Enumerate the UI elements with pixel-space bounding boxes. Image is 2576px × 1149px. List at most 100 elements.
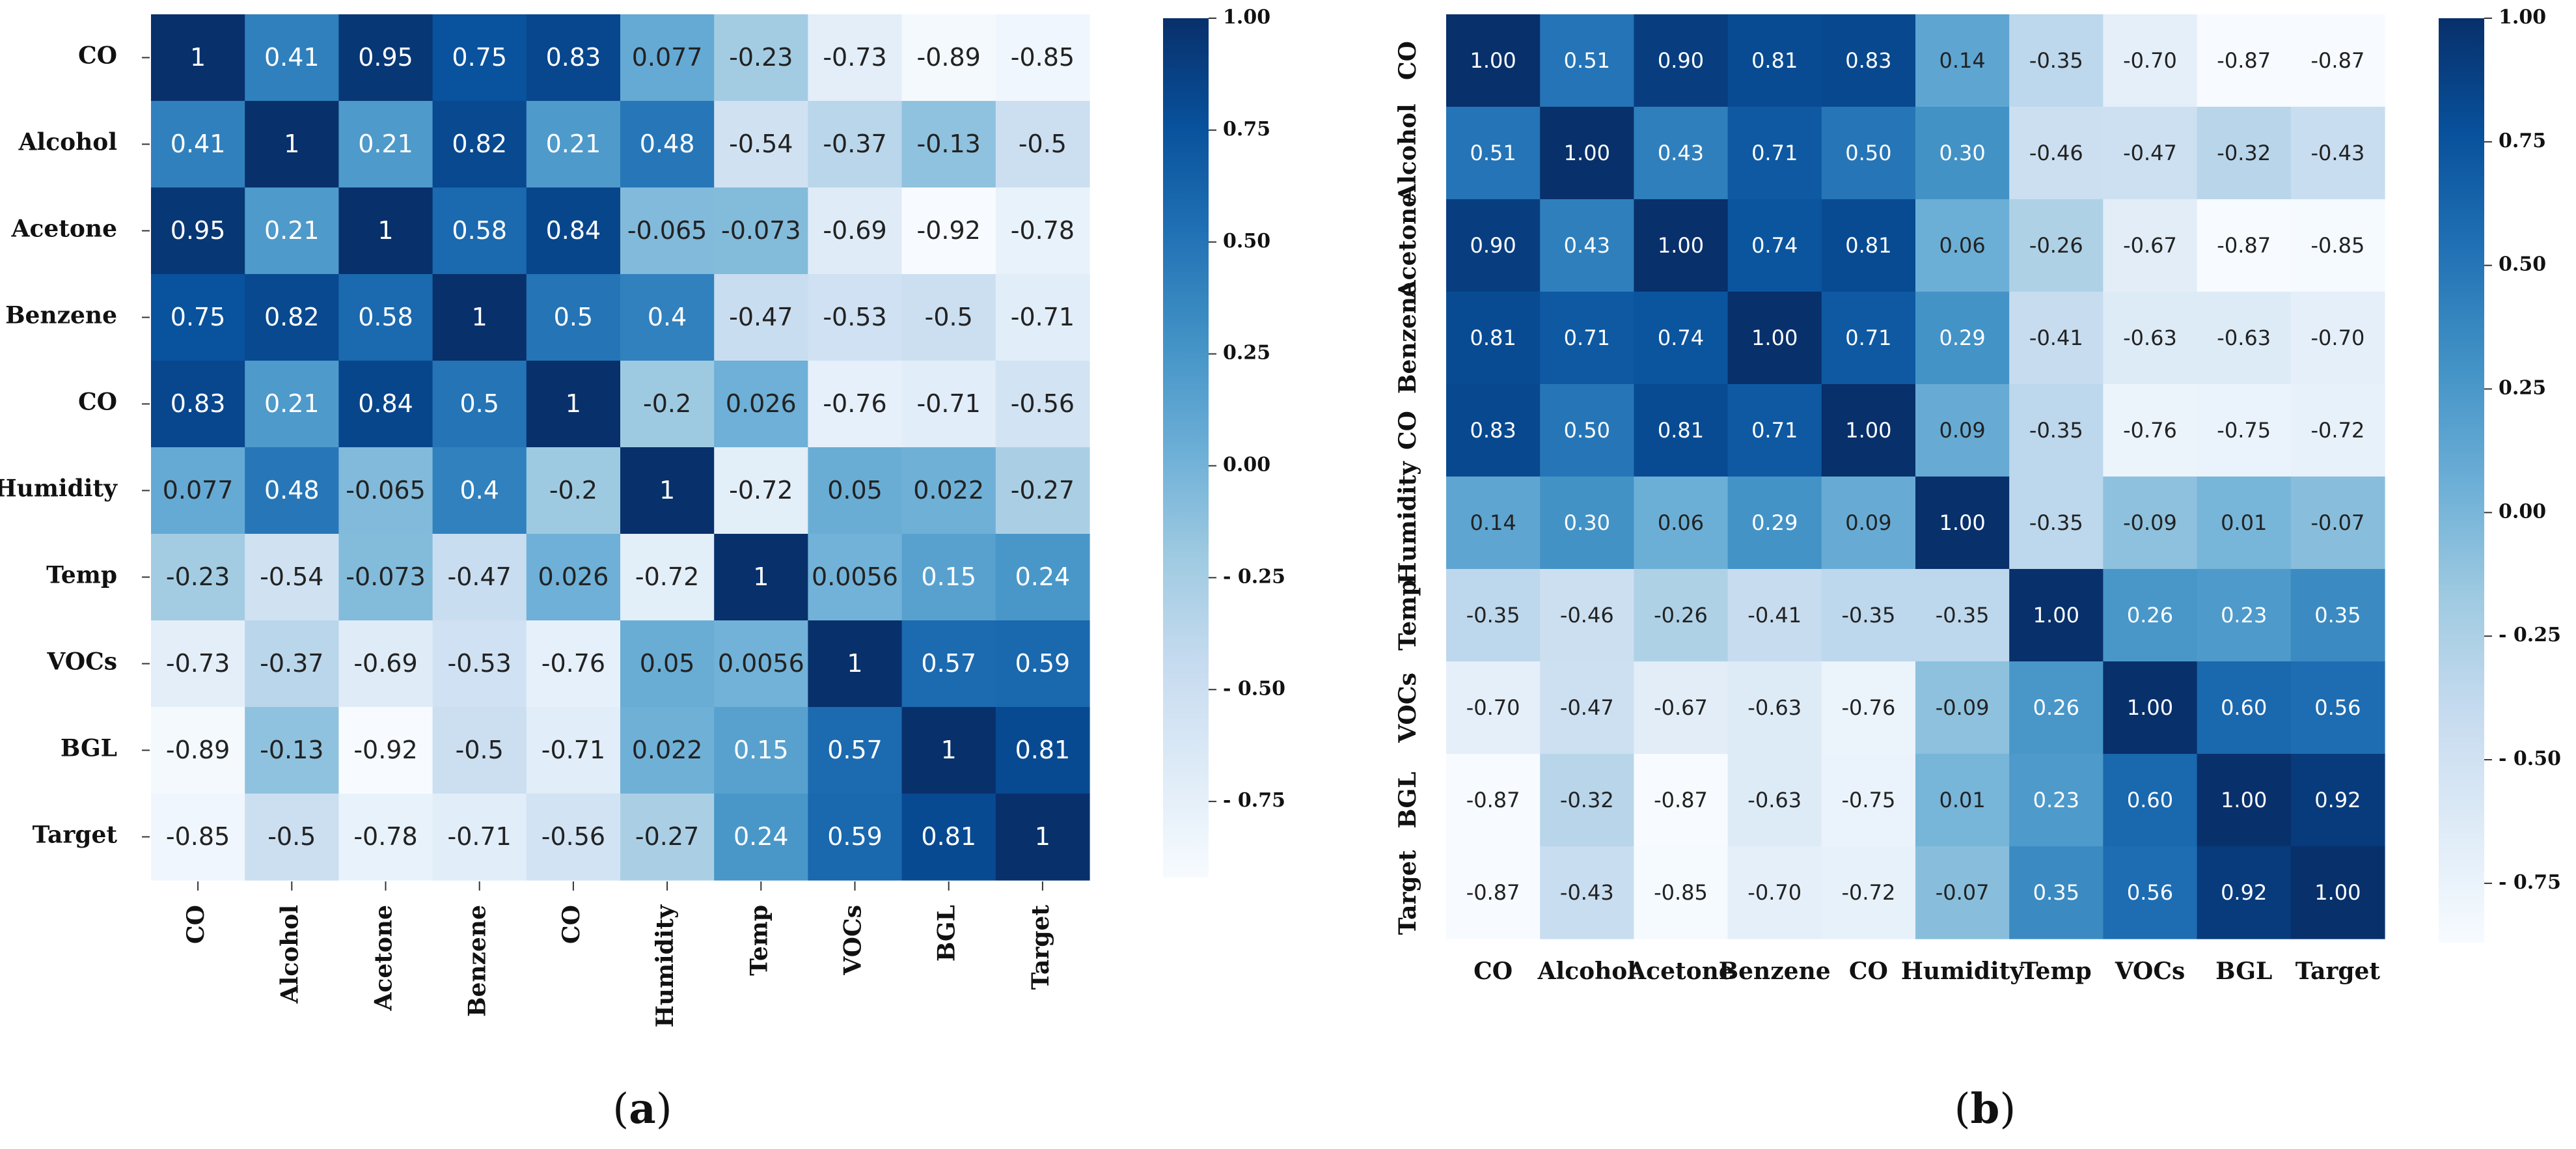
heatmap-cell — [1634, 661, 1729, 754]
heatmap-cell — [2290, 477, 2385, 570]
colorbar-tick-label: 0.75 — [2499, 130, 2546, 152]
heatmap-cell — [1634, 569, 1729, 662]
cell-value-label: 0.15 — [921, 562, 976, 591]
colorbar-tick-label: - 0.50 — [2499, 747, 2561, 770]
heatmap-cell — [338, 620, 433, 708]
cell-value-label: -0.53 — [823, 303, 886, 331]
cell-value-label: -0.35 — [1936, 603, 1990, 628]
heatmap-cell — [1821, 292, 1916, 385]
cell-value-label: 0.56 — [2314, 695, 2361, 720]
heatmap-cell — [338, 361, 433, 448]
heatmap-cell — [2009, 292, 2103, 385]
heatmap-cell — [620, 101, 715, 188]
heatmap-cell — [1727, 199, 1822, 292]
heatmap-cell — [2103, 569, 2198, 662]
cell-value-label: -0.5 — [1019, 130, 1067, 158]
heatmap-cell — [901, 187, 996, 275]
heatmap-cell — [620, 447, 715, 534]
panel-label-open-paren: ( — [612, 1085, 629, 1133]
cell-value-label: 0.59 — [1015, 649, 1071, 678]
cell-value-label: 0.022 — [632, 736, 703, 764]
cell-value-label: -0.27 — [1011, 476, 1075, 505]
cell-value-label: 0.26 — [2127, 603, 2173, 628]
heatmap-cell — [1915, 569, 2010, 662]
cell-value-label: 1 — [753, 562, 769, 591]
row-label: CO — [78, 389, 117, 416]
cell-value-label: -0.09 — [2123, 510, 2177, 535]
cell-value-label: -0.35 — [2029, 48, 2083, 73]
heatmap-cell — [1727, 754, 1822, 847]
heatmap-cell — [1634, 477, 1729, 570]
cell-value-label: -0.71 — [917, 389, 981, 418]
cell-value-label: 0.56 — [2127, 880, 2173, 905]
cell-value-label: -0.78 — [353, 822, 417, 851]
cell-value-label: -0.54 — [729, 130, 793, 158]
cell-value-label: -0.87 — [2311, 48, 2365, 73]
heatmap-cell — [714, 274, 808, 361]
cell-value-label: -0.41 — [1747, 603, 1802, 628]
cell-value-label: 0.57 — [827, 736, 883, 764]
cell-value-label: 0.026 — [538, 562, 609, 591]
cell-value-label: 0.50 — [1564, 418, 1610, 443]
heatmap-cell — [808, 447, 903, 534]
heatmap-cell — [1915, 846, 2010, 939]
heatmap-cell — [526, 534, 621, 621]
cell-value-label: 0.26 — [2033, 695, 2079, 720]
cell-value-label: -0.70 — [2311, 325, 2365, 350]
column-label: Benzene — [1719, 958, 1831, 985]
cell-value-label: -0.35 — [2029, 418, 2083, 443]
cell-value-label: 1 — [847, 649, 862, 678]
heatmap-cell — [1634, 754, 1729, 847]
cell-value-label: 0.81 — [1751, 48, 1798, 73]
cell-value-label: -0.87 — [2217, 233, 2271, 258]
cell-value-label: 0.81 — [921, 822, 976, 851]
heatmap-cell — [808, 14, 903, 102]
heatmap-cell — [2290, 384, 2385, 477]
row-label: BGL — [1394, 771, 1421, 828]
cell-value-label: 0.30 — [1564, 510, 1610, 535]
cell-value-label: -0.69 — [353, 649, 417, 678]
panel-label-letter: b — [1971, 1085, 2000, 1133]
heatmap-cell — [151, 187, 245, 275]
heatmap-cell — [1727, 477, 1822, 570]
heatmap-cell — [245, 361, 339, 448]
heatmap-cell — [901, 707, 996, 794]
heatmap-cell — [432, 187, 527, 275]
cell-value-label: 1.00 — [1658, 233, 1704, 258]
heatmap-cell — [245, 14, 339, 102]
heatmap-cell — [1634, 846, 1729, 939]
cell-value-label: 0.35 — [2033, 880, 2079, 905]
cell-value-label: -0.92 — [353, 736, 417, 764]
cell-value-label: -0.43 — [1560, 880, 1614, 905]
cell-value-label: -0.5 — [267, 822, 316, 851]
heatmap-cell — [620, 361, 715, 448]
cell-value-label: -0.54 — [260, 562, 323, 591]
cell-value-label: -0.56 — [1011, 389, 1075, 418]
cell-value-label: -0.32 — [2217, 141, 2271, 165]
colorbar-tick-label: 0.50 — [2499, 253, 2546, 276]
heatmap-cell — [1821, 846, 1916, 939]
cell-value-label: 1.00 — [1751, 325, 1798, 350]
heatmap-cell — [1540, 846, 1634, 939]
cell-value-label: -0.35 — [1842, 603, 1896, 628]
cell-value-label: -0.2 — [643, 389, 691, 418]
cell-value-label: -0.23 — [166, 562, 230, 591]
row-label: Alcohol — [1394, 104, 1421, 202]
row-label: Humidity — [0, 475, 118, 503]
heatmap-cell — [2103, 754, 2198, 847]
cell-value-label: -0.78 — [1011, 216, 1075, 245]
cell-value-label: -0.73 — [166, 649, 230, 678]
heatmap-cell — [432, 447, 527, 534]
heatmap-cell — [2197, 661, 2292, 754]
cell-value-label: 0.71 — [1751, 418, 1798, 443]
row-label: Temp — [1394, 580, 1421, 651]
heatmap-panel-b: 1.00 0.51 0.90 0.81 0.83 0.14 -0.35 -0.70 -0.87 -… — [1394, 6, 2561, 1133]
cell-value-label: 0.0056 — [718, 649, 804, 678]
heatmap-cell — [1915, 384, 2010, 477]
cell-value-label: -0.35 — [1466, 603, 1520, 628]
cell-value-label: 0.48 — [264, 476, 320, 505]
heatmap-cell — [2197, 107, 2292, 200]
cell-value-label: 0.06 — [1939, 233, 1985, 258]
cell-value-label: 0.51 — [1564, 48, 1610, 73]
heatmap-cell — [901, 794, 996, 881]
